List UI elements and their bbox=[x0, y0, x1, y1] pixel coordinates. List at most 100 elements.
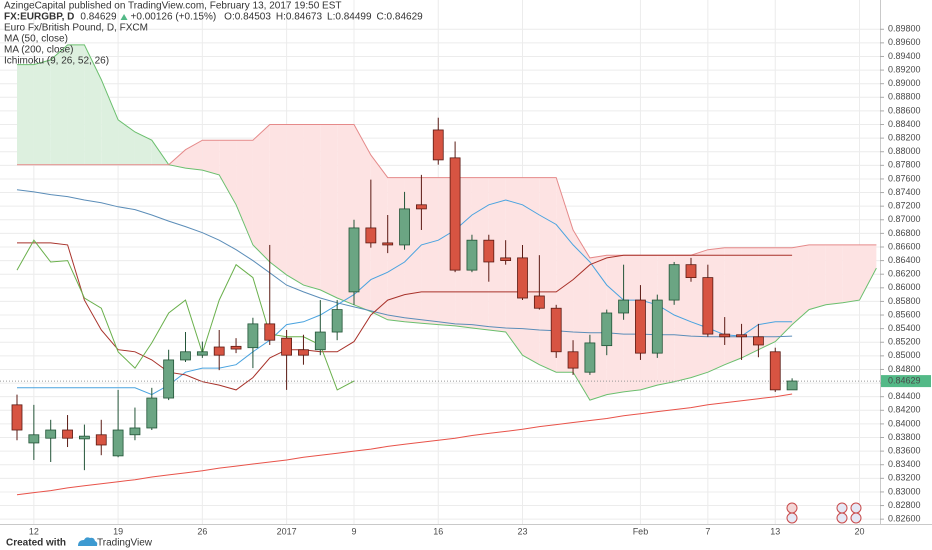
candle-body bbox=[736, 334, 747, 338]
legend: Euro Fx/British Pound, D, FXCM MA (50, c… bbox=[4, 23, 148, 67]
x-tick-label: 7 bbox=[705, 526, 710, 536]
candle-body bbox=[432, 129, 444, 161]
cloud-segment bbox=[573, 229, 590, 401]
candle-body bbox=[550, 307, 562, 353]
ohlc-value: 0.84673 bbox=[286, 12, 323, 23]
candle-body bbox=[62, 429, 73, 439]
candle-body bbox=[702, 277, 714, 335]
candle-body bbox=[365, 227, 377, 244]
brand-name: TradingView bbox=[97, 538, 153, 549]
plot bbox=[0, 44, 880, 496]
candle-body bbox=[112, 429, 124, 457]
y-tick-label: 0.86800 bbox=[888, 228, 921, 238]
cloud-segment bbox=[842, 244, 860, 303]
header: AzingeCapital published on TradingView.co… bbox=[4, 1, 423, 23]
event-icon bbox=[786, 502, 798, 514]
y-tick-label: 0.84000 bbox=[888, 418, 921, 428]
ohlc-key: O: bbox=[224, 12, 235, 23]
author: AzingeCapital bbox=[4, 1, 66, 12]
y-tick-label: 0.87600 bbox=[888, 173, 921, 183]
cloud-segment bbox=[219, 140, 237, 205]
y-tick-label: 0.89200 bbox=[888, 64, 921, 74]
event-icons bbox=[786, 502, 862, 524]
cloud-segment bbox=[17, 64, 34, 165]
x-tick-label: Feb bbox=[633, 526, 649, 536]
axes: 0.82600 0.82800 0.83000 0.83200 0.83400 0.836… bbox=[29, 24, 931, 536]
candle-body bbox=[264, 323, 276, 341]
ohlc-value: 0.84629 bbox=[387, 12, 424, 23]
candle-body bbox=[567, 351, 579, 369]
footer: Created with TradingView bbox=[6, 537, 153, 549]
last-price-tag bbox=[881, 375, 931, 388]
chart-title: Euro Fx/British Pound, D, FXCM bbox=[4, 23, 148, 34]
ohlc-value: 0.84499 bbox=[335, 12, 372, 23]
cloud-segment bbox=[101, 79, 119, 165]
x-tick-label: 2017 bbox=[277, 526, 297, 536]
candle-body bbox=[584, 342, 596, 373]
published-note: published on TradingView.com, February 1… bbox=[69, 1, 342, 12]
y-tick-label: 0.88200 bbox=[888, 132, 921, 142]
cloud-segment bbox=[792, 244, 809, 325]
candle-body bbox=[230, 345, 242, 350]
candle-body bbox=[95, 434, 107, 446]
y-tick-label: 0.83800 bbox=[888, 432, 921, 442]
y-tick-label: 0.83400 bbox=[888, 459, 921, 469]
x-tick-label: 16 bbox=[433, 526, 443, 536]
candle-body bbox=[635, 299, 646, 354]
candle-body bbox=[533, 295, 545, 309]
y-tick-label: 0.87200 bbox=[888, 201, 921, 211]
event-icon bbox=[850, 502, 862, 514]
cloud-segment bbox=[370, 155, 388, 320]
candle-body bbox=[685, 264, 697, 279]
x-tick-label: 12 bbox=[29, 526, 39, 536]
cloud-segment bbox=[488, 177, 506, 333]
symbol: FX:EURGBP, D bbox=[4, 12, 74, 23]
candle-body bbox=[281, 337, 293, 356]
candle-body bbox=[618, 299, 629, 314]
y-tick-label: 0.82600 bbox=[888, 514, 921, 524]
up-arrow-icon bbox=[120, 14, 128, 20]
cloud-segment bbox=[606, 255, 624, 395]
y-tick-label: 0.86200 bbox=[888, 269, 921, 279]
cloud-segment bbox=[724, 247, 742, 365]
y-tick-label: 0.83000 bbox=[888, 486, 921, 496]
event-icon bbox=[850, 512, 862, 524]
cloud-segment bbox=[50, 44, 68, 165]
y-tick-label: 0.86400 bbox=[888, 255, 921, 265]
candle-body bbox=[129, 427, 141, 436]
footer-text: Created with bbox=[6, 538, 66, 549]
indicator-line bbox=[16, 189, 793, 338]
x-tick-label: 9 bbox=[351, 526, 356, 536]
y-tick-label: 0.82800 bbox=[888, 500, 921, 510]
cloud-segment bbox=[741, 247, 759, 358]
indicator-line bbox=[17, 124, 877, 259]
x-tick-label: 23 bbox=[517, 526, 527, 536]
candle-body bbox=[769, 351, 781, 391]
y-tick-label: 0.89600 bbox=[888, 37, 921, 47]
x-tick-label: 20 bbox=[854, 526, 864, 536]
y-tick-label: 0.84200 bbox=[888, 405, 921, 415]
y-tick-label: 0.89800 bbox=[888, 24, 921, 34]
cloud-segment bbox=[505, 177, 523, 356]
y-tick-label: 0.89000 bbox=[888, 78, 921, 88]
candle-body bbox=[331, 309, 343, 333]
candle-body bbox=[399, 208, 410, 246]
y-tick-label: 0.85000 bbox=[888, 350, 921, 360]
legend-entry: MA (200, close) bbox=[4, 45, 73, 56]
candle-body bbox=[719, 333, 731, 338]
candle-body bbox=[500, 257, 512, 261]
price-change: +0.00126 (+0.15%) bbox=[131, 12, 217, 23]
cloud-segment bbox=[67, 44, 85, 165]
cloud-segment bbox=[168, 149, 186, 169]
cloud-segment bbox=[202, 140, 220, 175]
y-tick-label: 0.89400 bbox=[888, 51, 921, 61]
candle-body bbox=[382, 242, 394, 246]
candle-body bbox=[196, 351, 208, 356]
y-tick-label: 0.83200 bbox=[888, 473, 921, 483]
cloud-segment bbox=[640, 255, 658, 390]
candle-body bbox=[45, 429, 57, 439]
x-tick-label: 13 bbox=[770, 526, 780, 536]
cloud-segment bbox=[421, 177, 439, 325]
cloud-segment bbox=[320, 124, 338, 299]
